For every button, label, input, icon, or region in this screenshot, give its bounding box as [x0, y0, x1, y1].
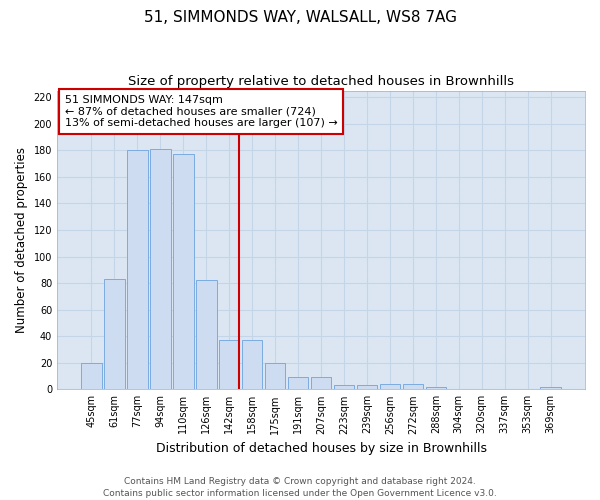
- Bar: [311, 378, 331, 390]
- Text: Contains HM Land Registry data © Crown copyright and database right 2024.
Contai: Contains HM Land Registry data © Crown c…: [103, 476, 497, 498]
- Bar: [127, 150, 148, 390]
- Bar: [242, 340, 262, 390]
- X-axis label: Distribution of detached houses by size in Brownhills: Distribution of detached houses by size …: [155, 442, 487, 455]
- Bar: [288, 378, 308, 390]
- Bar: [219, 340, 239, 390]
- Bar: [150, 149, 170, 390]
- Bar: [334, 386, 355, 390]
- Bar: [356, 386, 377, 390]
- Y-axis label: Number of detached properties: Number of detached properties: [15, 147, 28, 333]
- Bar: [81, 363, 102, 390]
- Text: 51, SIMMONDS WAY, WALSALL, WS8 7AG: 51, SIMMONDS WAY, WALSALL, WS8 7AG: [143, 10, 457, 25]
- Bar: [265, 363, 286, 390]
- Text: 51 SIMMONDS WAY: 147sqm
← 87% of detached houses are smaller (724)
13% of semi-d: 51 SIMMONDS WAY: 147sqm ← 87% of detache…: [65, 95, 338, 128]
- Bar: [380, 384, 400, 390]
- Title: Size of property relative to detached houses in Brownhills: Size of property relative to detached ho…: [128, 75, 514, 88]
- Bar: [541, 386, 561, 390]
- Bar: [425, 386, 446, 390]
- Bar: [196, 280, 217, 390]
- Bar: [173, 154, 194, 390]
- Bar: [104, 279, 125, 390]
- Bar: [403, 384, 423, 390]
